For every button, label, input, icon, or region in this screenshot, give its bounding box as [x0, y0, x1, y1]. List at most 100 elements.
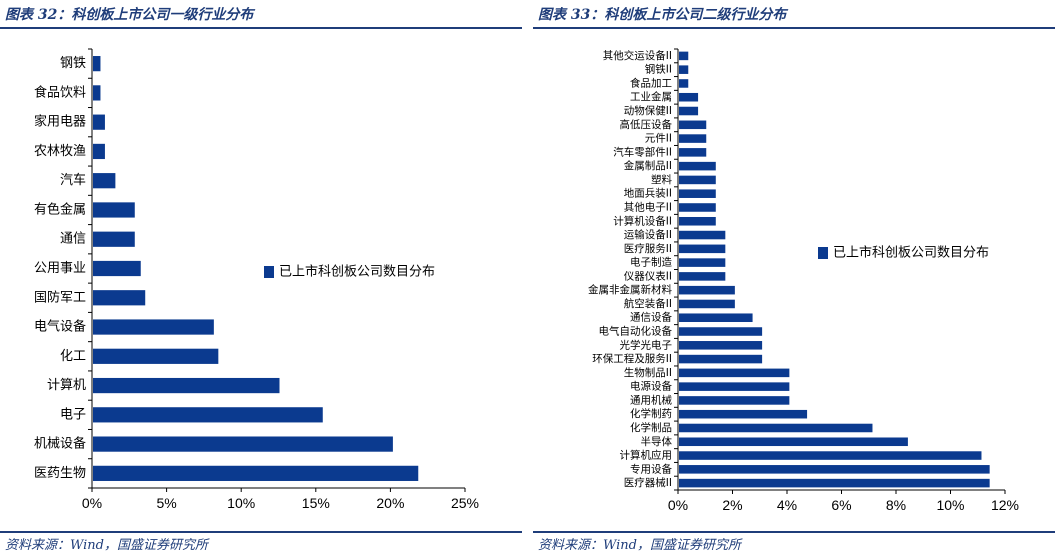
category-label: 化学制药 — [630, 407, 672, 420]
bar-11 — [679, 203, 716, 212]
category-label: 半导体 — [641, 435, 673, 448]
category-label: 其他电子II — [624, 200, 672, 213]
x-tick-label: 12% — [991, 497, 1019, 513]
bar-10 — [679, 189, 716, 198]
category-label: 医疗器械II — [624, 476, 672, 489]
bar-24 — [679, 382, 790, 391]
bar-27 — [679, 423, 873, 433]
legend-swatch — [818, 247, 828, 259]
bar-31 — [679, 478, 990, 488]
bar-23 — [679, 368, 790, 378]
category-label: 国防军工 — [34, 289, 86, 305]
category-label: 其他交运设备II — [603, 49, 672, 62]
bar-4 — [679, 106, 699, 116]
source-note: 资料来源：Wind，国盛证券研究所 — [538, 538, 741, 553]
bar-13 — [679, 230, 726, 240]
bar-16 — [679, 272, 726, 281]
category-label: 计算机应用 — [620, 449, 673, 462]
category-label: 生物制品II — [624, 366, 672, 379]
category-label: 公用事业 — [34, 261, 86, 276]
bar-3 — [93, 143, 105, 160]
category-label: 金属制品II — [624, 159, 672, 172]
bar-1 — [679, 65, 689, 74]
bar-14 — [93, 465, 419, 481]
category-label: 农林牧渔 — [34, 144, 86, 159]
top-rule — [0, 27, 522, 29]
bar-26 — [679, 409, 808, 419]
bar-28 — [679, 437, 908, 447]
bar-15 — [679, 258, 726, 267]
category-label: 医疗服务II — [624, 242, 672, 255]
bar-13 — [93, 436, 393, 452]
category-label: 光学光电子 — [620, 338, 673, 351]
figure-title: 图表 32：科创板上市公司一级行业分布 — [5, 7, 254, 23]
bar-20 — [679, 327, 763, 336]
figure-title: 图表 33：科创板上市公司二级行业分布 — [538, 7, 787, 23]
bar-8 — [93, 290, 146, 306]
category-label: 动物保健II — [624, 104, 672, 117]
bar-3 — [679, 92, 699, 102]
chart-level2: 其他交运设备II钢铁II食品加工工业金属动物保健II高低压设备元件II汽车零部件… — [588, 48, 1019, 513]
category-label: 电源设备 — [630, 380, 672, 393]
category-label: 通用机械 — [630, 393, 672, 406]
bar-7 — [93, 260, 141, 277]
bar-0 — [679, 51, 689, 61]
top-rule — [533, 27, 1055, 29]
bar-14 — [679, 244, 726, 254]
bar-11 — [93, 377, 280, 394]
category-label: 金属非金属新材料 — [588, 283, 672, 296]
category-label: 电子 — [60, 407, 86, 422]
legend-label: 已上市科创板公司数目分布 — [833, 245, 989, 261]
category-label: 环保工程及服务II — [592, 352, 672, 365]
category-label: 运输设备II — [624, 228, 672, 241]
bar-25 — [679, 396, 790, 405]
bar-5 — [93, 202, 135, 218]
x-tick-label: 25% — [451, 495, 479, 511]
bar-4 — [93, 173, 116, 189]
x-tick-label: 15% — [302, 495, 330, 511]
bar-12 — [93, 407, 323, 423]
category-label: 计算机设备II — [613, 214, 672, 227]
x-tick-label: 10% — [227, 495, 255, 511]
bar-1 — [93, 85, 101, 101]
category-label: 汽车 — [60, 172, 86, 188]
bar-29 — [679, 451, 982, 460]
x-tick-label: 8% — [886, 497, 906, 513]
category-label: 汽车零部件II — [613, 145, 672, 158]
x-tick-label: 4% — [777, 497, 797, 513]
chart-level1: 钢铁食品饮料家用电器农林牧渔汽车有色金属通信公用事业国防军工电气设备化工计算机电… — [34, 48, 479, 511]
x-tick-label: 2% — [722, 497, 742, 513]
category-label: 钢铁 — [60, 56, 86, 71]
x-tick-label: 0% — [82, 495, 102, 511]
category-label: 食品饮料 — [34, 84, 86, 100]
category-label: 工业金属 — [630, 90, 672, 103]
source-note: 资料来源：Wind，国盛证券研究所 — [5, 538, 208, 553]
category-label: 机械设备 — [34, 436, 86, 452]
bar-6 — [679, 134, 707, 143]
bar-30 — [679, 465, 990, 474]
category-label: 计算机 — [47, 378, 86, 393]
bar-18 — [679, 299, 735, 309]
category-label: 化学制品 — [630, 421, 672, 434]
bar-5 — [679, 120, 707, 130]
bar-12 — [679, 216, 716, 226]
bar-7 — [679, 148, 707, 157]
category-label: 高低压设备 — [620, 118, 673, 131]
bar-6 — [93, 231, 135, 247]
category-label: 通信 — [60, 232, 86, 247]
bottom-rule — [533, 531, 1055, 533]
x-tick-label: 20% — [376, 495, 404, 511]
category-label: 有色金属 — [34, 201, 86, 217]
category-label: 家用电器 — [34, 114, 86, 130]
x-tick-label: 6% — [831, 497, 851, 513]
legend-swatch — [264, 266, 274, 278]
category-label: 专用设备 — [630, 462, 672, 475]
bar-22 — [679, 354, 763, 364]
category-label: 塑料 — [651, 173, 672, 186]
category-label: 医药生物 — [34, 466, 86, 481]
category-label: 航空装备II — [624, 297, 672, 310]
bar-0 — [93, 56, 101, 72]
x-tick-label: 10% — [936, 497, 964, 513]
bar-19 — [679, 313, 753, 323]
category-label: 电气设备 — [34, 319, 86, 335]
